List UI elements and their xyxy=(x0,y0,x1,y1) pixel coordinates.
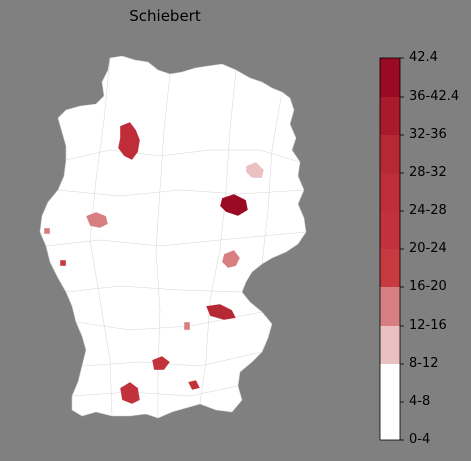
region-west-small xyxy=(43,227,51,235)
legend-band-16-20 xyxy=(380,249,400,287)
legend-band-4-8 xyxy=(380,364,400,402)
legend-band-12-16 xyxy=(380,287,400,326)
highlighted-districts xyxy=(43,121,265,405)
legend-band-8-12 xyxy=(380,326,400,364)
region-south-2 xyxy=(187,379,201,391)
legend-tick-label: 12-16 xyxy=(409,318,447,333)
region-saxony xyxy=(221,249,241,269)
region-south-west xyxy=(119,381,141,405)
germany-outline xyxy=(39,55,307,419)
map-title: Schiebert xyxy=(129,7,201,25)
legend-tick-label: 16-20 xyxy=(409,279,447,294)
legend-tick-label: 24-28 xyxy=(409,203,447,218)
legend-band-32-36 xyxy=(380,97,400,135)
region-franconia-small xyxy=(183,321,191,331)
region-west-small-2 xyxy=(59,259,67,267)
region-north-west-1 xyxy=(85,211,109,229)
region-north-bavaria xyxy=(205,303,237,321)
legend-tick-label: 20-24 xyxy=(409,241,447,256)
legend-band-24-28 xyxy=(380,173,400,211)
legend-tick-label: 0-4 xyxy=(409,432,431,447)
legend-tick-label: 42.4 xyxy=(409,50,438,65)
legend-tick-label: 36-42.4 xyxy=(409,89,460,104)
district-borders xyxy=(45,57,307,418)
legend-band-36-42.4 xyxy=(380,58,400,97)
legend-band-0-4 xyxy=(380,402,400,440)
legend-tick-label: 8-12 xyxy=(409,356,439,371)
region-east-brandenburg xyxy=(245,161,265,179)
legend-band-20-24 xyxy=(380,211,400,249)
region-south-1 xyxy=(151,355,171,371)
region-north-lower-saxony xyxy=(117,121,141,161)
germany-map xyxy=(39,55,307,419)
legend-colorbar xyxy=(379,57,404,441)
region-saxony-anhalt xyxy=(219,193,249,217)
legend-tick-label: 28-32 xyxy=(409,165,447,180)
legend-tick-label: 32-36 xyxy=(409,127,447,142)
legend-tick-label: 4-8 xyxy=(409,394,431,409)
legend-band-28-32 xyxy=(380,135,400,173)
